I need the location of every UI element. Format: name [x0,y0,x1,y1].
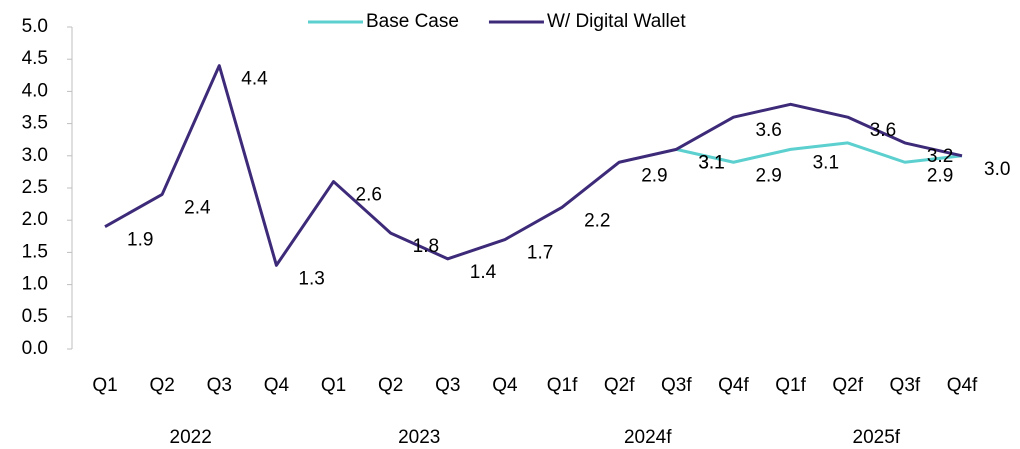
y-tick-label: 4.0 [22,80,48,101]
group-label: 2024f [624,427,672,448]
x-tick-label: Q3 [435,375,460,396]
group-label: 2023 [398,427,440,448]
x-tick-label: Q4f [718,375,749,396]
x-tick-label: Q3f [890,375,921,396]
series-line [104,64,963,267]
y-tick-label: 0.5 [22,306,48,327]
y-tick-label: 3.5 [22,113,48,134]
y-tick-label: 2.5 [22,177,48,198]
data-label: 3.1 [698,152,724,173]
data-label: 1.3 [298,268,324,289]
legend-label: W/ Digital Wallet [547,11,686,32]
x-tick-label: Q2f [832,375,863,396]
x-tick-label: Q4 [492,375,518,396]
data-label: 3.6 [755,120,781,141]
x-tick-label: Q2f [604,375,635,396]
x-tick-label: Q1f [547,375,578,396]
x-tick-label: Q1 [92,375,117,396]
data-label: 1.7 [527,243,553,264]
data-label: 2.9 [755,165,781,186]
x-tick-label: Q1f [775,375,806,396]
group-label: 2025f [853,427,901,448]
x-tick-label: Q2 [149,375,174,396]
x-tick-label: Q3f [661,375,692,396]
data-label: 4.4 [241,69,268,90]
data-label: 2.2 [584,210,610,231]
y-tick-label: 5.0 [22,16,48,37]
y-tick-label: 1.0 [22,274,48,295]
data-label: 2.9 [927,165,953,186]
data-label: 1.4 [470,262,497,283]
data-label: 3.6 [870,120,896,141]
x-tick-label: Q1 [321,375,346,396]
data-label: 1.9 [127,230,153,251]
legend-label: Base Case [366,11,459,32]
y-tick-label: 0.0 [22,338,48,359]
y-tick-label: 2.0 [22,209,48,230]
x-tick-label: Q2 [378,375,403,396]
x-tick-label: Q4 [264,375,290,396]
x-tick-label: Q4f [947,375,978,396]
data-label: 2.4 [184,197,211,218]
data-label: 2.6 [356,185,382,206]
series-line [676,141,963,164]
y-tick-label: 4.5 [22,48,48,69]
data-label: 3.1 [813,152,839,173]
data-label: 3.0 [984,159,1010,180]
y-tick-label: 1.5 [22,241,48,262]
data-label: 2.9 [641,165,667,186]
y-tick-label: 3.0 [22,145,48,166]
group-label: 2022 [170,427,212,448]
data-label: 3.1 [698,152,724,173]
x-tick-label: Q3 [207,375,232,396]
data-label: 1.8 [413,236,439,257]
data-label: 3.2 [927,146,953,167]
